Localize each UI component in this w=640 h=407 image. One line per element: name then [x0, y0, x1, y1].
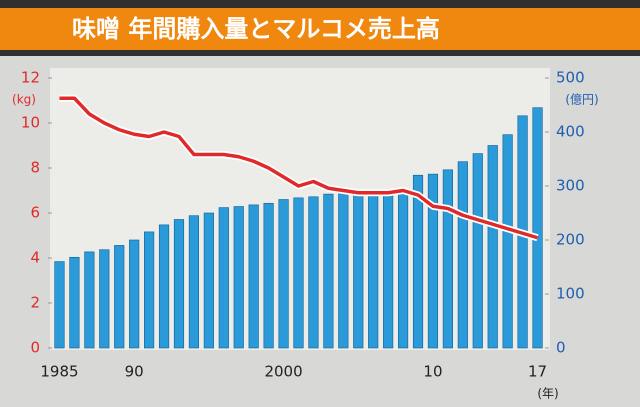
bar — [129, 239, 140, 349]
line — [59, 96, 539, 240]
bar — [338, 191, 349, 349]
x-tick-label: 2000 — [264, 363, 302, 381]
bar — [532, 107, 543, 349]
y-tick-label: 6 — [30, 204, 40, 222]
bar — [69, 256, 80, 349]
y-tick-label: 8 — [30, 159, 40, 177]
bar — [368, 190, 379, 349]
title-band — [0, 8, 640, 50]
bar — [412, 174, 424, 349]
bar — [308, 196, 319, 349]
y2-tick-label: 100 — [556, 285, 585, 303]
y-tick-label: 12 — [21, 69, 40, 87]
y2-tick-label: 300 — [556, 177, 585, 195]
bar — [173, 219, 185, 349]
bar — [502, 134, 513, 349]
bar — [263, 202, 274, 349]
x-tick-label: 10 — [423, 363, 442, 381]
bar — [278, 199, 289, 349]
bar — [397, 189, 409, 349]
bar — [487, 145, 498, 349]
bar — [248, 204, 259, 349]
y2-tick-label: 400 — [556, 123, 585, 141]
bar — [233, 206, 244, 349]
bar — [144, 231, 155, 349]
y2-tick-label: 200 — [556, 231, 585, 249]
bar — [114, 245, 125, 349]
bar — [188, 215, 200, 349]
bar — [353, 190, 364, 349]
bar — [427, 173, 439, 349]
y-tick-label: 2 — [30, 294, 40, 312]
bar — [218, 207, 229, 349]
bar — [383, 190, 394, 349]
y2-axis-unit: (億円) — [565, 93, 598, 107]
bar — [84, 251, 95, 349]
x-tick-label: 1985 — [40, 363, 78, 381]
bar — [54, 261, 65, 349]
bar — [203, 212, 214, 349]
x-tick-label: 17 — [528, 363, 547, 381]
bar — [457, 161, 468, 349]
y2-tick-label: 500 — [556, 69, 585, 87]
bar — [158, 224, 170, 349]
bar — [293, 197, 304, 349]
chart-title: 味噌 年間購入量とマルコメ売上高 — [72, 15, 440, 43]
y-axis-unit: (kg) — [12, 93, 36, 107]
y-tick-label: 0 — [30, 339, 40, 357]
y2-tick-label: 0 — [556, 339, 566, 357]
bar — [442, 169, 453, 349]
bar — [99, 249, 110, 349]
y-tick-label: 4 — [30, 249, 40, 267]
y-tick-label: 10 — [21, 114, 40, 132]
bar — [472, 153, 483, 349]
x-tick-label: 90 — [125, 363, 144, 381]
x-axis-unit: (年) — [537, 387, 558, 401]
bar — [323, 193, 334, 349]
